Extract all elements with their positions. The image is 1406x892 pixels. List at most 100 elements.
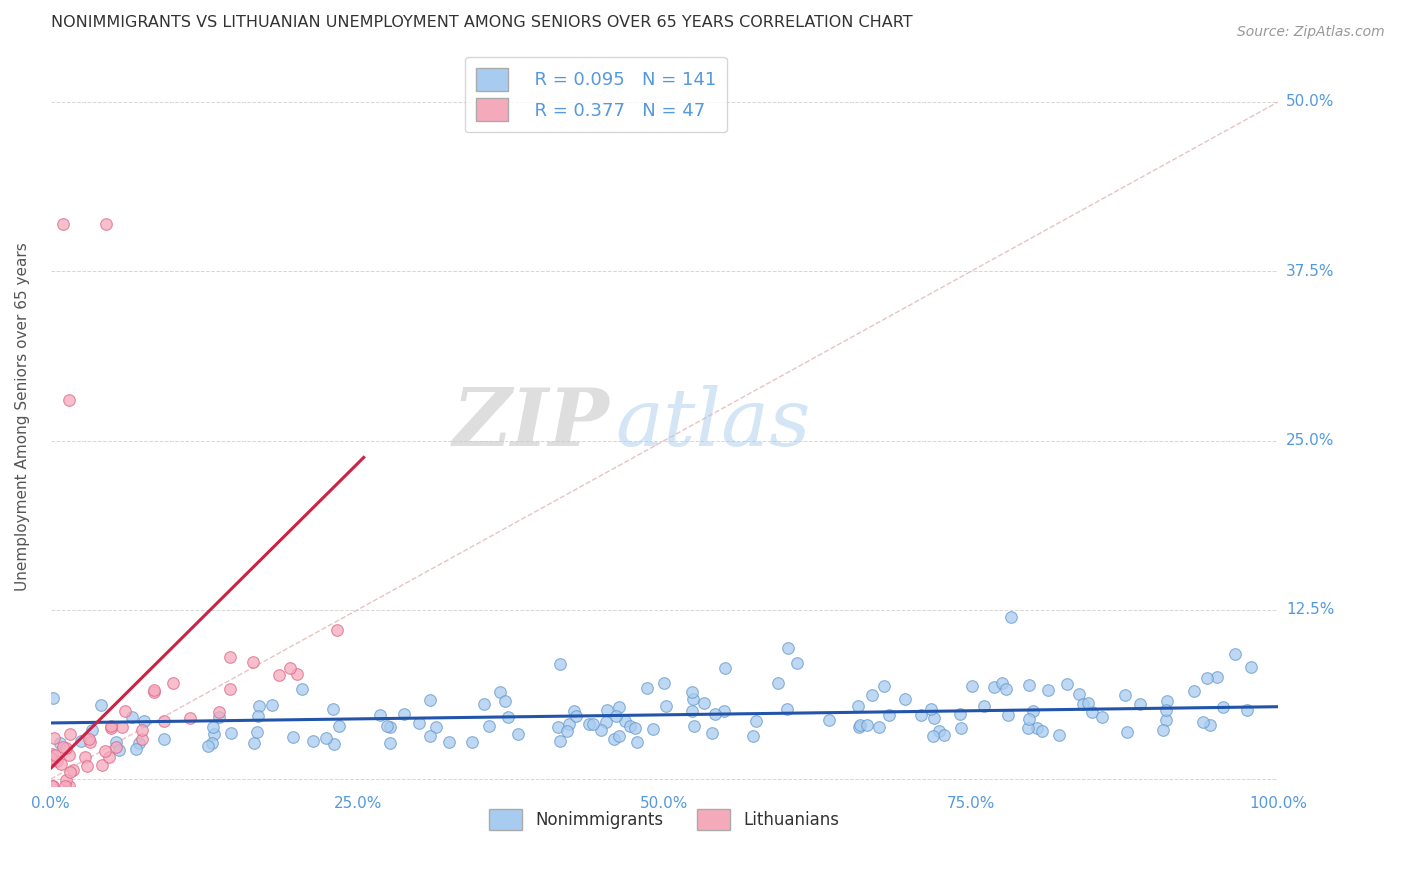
- Point: [1017, 721, 1039, 735]
- Point: [607, 700, 630, 714]
- Point: [626, 735, 648, 749]
- Point: [90, 758, 112, 772]
- Point: [873, 679, 896, 693]
- Point: [1000, 609, 1022, 624]
- Point: [547, 720, 569, 734]
- Point: [153, 714, 176, 728]
- Point: [558, 716, 581, 731]
- Text: Source: ZipAtlas.com: Source: ZipAtlas.com: [1237, 25, 1385, 39]
- Point: [1182, 683, 1205, 698]
- Point: [45, 754, 67, 768]
- Point: [1022, 704, 1045, 718]
- Point: [578, 717, 600, 731]
- Point: [682, 691, 704, 706]
- Point: [1018, 712, 1040, 726]
- Text: atlas: atlas: [616, 385, 811, 463]
- Point: [278, 661, 301, 675]
- Point: [73, 750, 96, 764]
- Point: [652, 676, 675, 690]
- Point: [98, 750, 121, 764]
- Point: [1067, 687, 1090, 701]
- Point: [1192, 714, 1215, 729]
- Point: [243, 735, 266, 749]
- Point: [59, 764, 82, 779]
- Point: [39, 751, 62, 765]
- Point: [1031, 723, 1053, 738]
- Point: [949, 707, 972, 722]
- Point: [564, 708, 586, 723]
- Point: [619, 719, 641, 733]
- Point: [745, 714, 768, 728]
- Text: 50.0%: 50.0%: [1286, 95, 1334, 110]
- Point: [683, 718, 706, 732]
- Point: [70, 733, 93, 747]
- Point: [76, 759, 98, 773]
- Point: [818, 714, 841, 728]
- Point: [94, 744, 117, 758]
- Point: [1026, 721, 1049, 735]
- Point: [766, 676, 789, 690]
- Point: [62, 764, 84, 778]
- Point: [77, 731, 100, 746]
- Point: [201, 736, 224, 750]
- Point: [1091, 710, 1114, 724]
- Point: [1236, 703, 1258, 717]
- Point: [322, 702, 344, 716]
- Point: [301, 734, 323, 748]
- Point: [1195, 671, 1218, 685]
- Point: [605, 709, 627, 723]
- Point: [922, 729, 945, 743]
- Point: [922, 711, 945, 725]
- Point: [246, 725, 269, 739]
- Point: [111, 719, 134, 733]
- Point: [713, 704, 735, 718]
- Point: [641, 722, 664, 736]
- Point: [562, 704, 585, 718]
- Point: [197, 739, 219, 754]
- Point: [51, 756, 73, 771]
- Point: [894, 692, 917, 706]
- Point: [41, 747, 63, 761]
- Point: [247, 709, 270, 723]
- Point: [488, 685, 510, 699]
- Point: [603, 732, 626, 747]
- Text: NONIMMIGRANTS VS LITHUANIAN UNEMPLOYMENT AMONG SENIORS OVER 65 YEARS CORRELATION: NONIMMIGRANTS VS LITHUANIAN UNEMPLOYMENT…: [51, 15, 912, 30]
- Point: [776, 702, 799, 716]
- Text: 25.0%: 25.0%: [1286, 433, 1334, 448]
- Point: [291, 682, 314, 697]
- Point: [42, 779, 65, 793]
- Point: [162, 676, 184, 690]
- Point: [997, 708, 1019, 723]
- Point: [1129, 697, 1152, 711]
- Point: [425, 720, 447, 734]
- Point: [548, 657, 571, 672]
- Point: [328, 718, 350, 732]
- Point: [41, 690, 63, 705]
- Point: [934, 728, 956, 742]
- Point: [242, 655, 264, 669]
- Point: [496, 709, 519, 723]
- Point: [202, 727, 225, 741]
- Point: [377, 719, 399, 733]
- Point: [636, 681, 658, 695]
- Point: [53, 779, 76, 793]
- Point: [202, 720, 225, 734]
- Point: [1223, 647, 1246, 661]
- Point: [315, 731, 337, 745]
- Point: [860, 688, 883, 702]
- Point: [776, 640, 799, 655]
- Point: [700, 726, 723, 740]
- Point: [990, 676, 1012, 690]
- Point: [1156, 694, 1178, 708]
- Point: [973, 699, 995, 714]
- Point: [322, 738, 344, 752]
- Point: [1047, 728, 1070, 742]
- Point: [42, 731, 65, 745]
- Point: [79, 735, 101, 749]
- Point: [58, 747, 80, 762]
- Point: [681, 705, 703, 719]
- Point: [114, 704, 136, 718]
- Point: [269, 668, 291, 682]
- Point: [1205, 670, 1227, 684]
- Point: [582, 716, 605, 731]
